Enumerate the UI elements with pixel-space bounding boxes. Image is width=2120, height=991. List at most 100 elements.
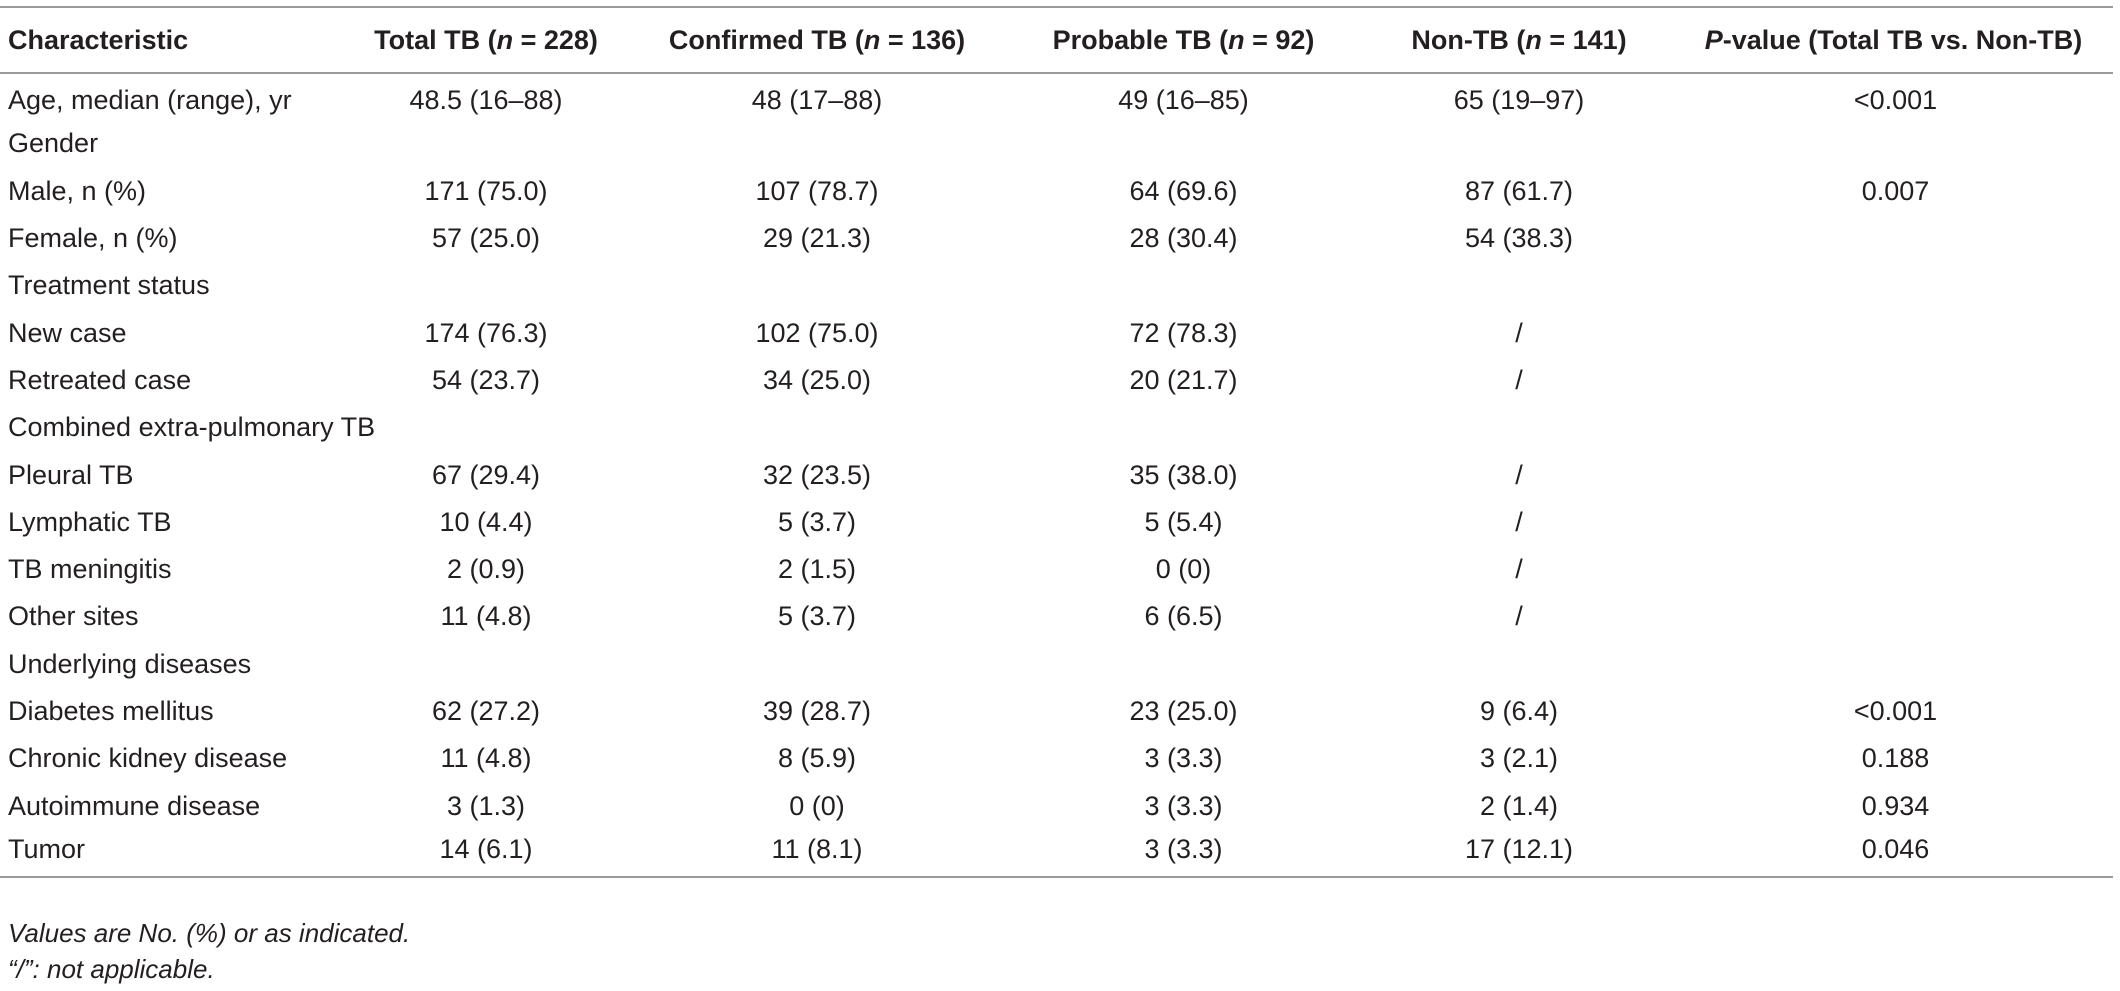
table-cell: 107 (78.7) [755, 175, 879, 206]
table-row: Autoimmune disease 3 (1.3) 0 (0) 3 (3.3) 2 (… [0, 782, 2113, 829]
table-cell [627, 262, 1007, 309]
table-cell: 3 (3.3) [1007, 829, 1360, 879]
table-row: Treatment status [0, 262, 2113, 309]
table-cell [627, 641, 1007, 688]
table-cell: / [1515, 459, 1523, 490]
table-cell: / [1515, 364, 1523, 395]
table-cell [1678, 262, 2113, 309]
row-label: Other sites [8, 601, 139, 632]
table-row: Gender [0, 120, 2113, 167]
table-cell: 9 (6.4) [1479, 696, 1559, 726]
table-row: Female, n (%) 57 (25.0) 29 (21.3) 28 (30.4)… [0, 215, 2113, 262]
table-cell [1360, 641, 1678, 688]
header-text: = 92) [1244, 24, 1315, 55]
header-probable-tb: Probable TB (n = 92) [1007, 6, 1360, 74]
table-cell: 0.188 [1861, 743, 1930, 774]
table-cell [1678, 593, 2113, 640]
header-confirmed-tb: Confirmed TB (n = 136) [627, 6, 1007, 74]
row-label: Retreated case [8, 364, 192, 395]
header-italic-text: n [496, 24, 514, 55]
row-label: Combined extra-pulmonary TB [8, 412, 376, 443]
table-cell: 49 (16–85) [1118, 84, 1249, 115]
table-row: Retreated case 54 (23.7) 34 (25.0) 20 (21.7… [0, 357, 2113, 404]
table-cell: 11 (4.8) [440, 601, 532, 632]
table-cell: 65 (19–97) [1453, 84, 1585, 115]
table-cell [1678, 215, 2113, 262]
table-header: Characteristic Total TB (n = 228) Confirme… [0, 6, 2113, 74]
header-text: Characteristic [8, 24, 189, 55]
table-row: Chronic kidney disease 11 (4.8) 8 (5.9) 3 (… [0, 735, 2113, 782]
table-cell [1678, 546, 2113, 593]
table-cell [1360, 262, 1678, 309]
header-text: Total TB ( [374, 24, 497, 55]
table-row: Tumor 14 (6.1) 11 (8.1) 3 (3.3) 17 (12.1) 0.0… [0, 829, 2113, 879]
header-italic-text: P [1704, 24, 1723, 55]
table-cell [1678, 451, 2113, 498]
table-cell: 87 (61.7) [1464, 175, 1574, 206]
table-cell [1007, 262, 1360, 309]
table-cell: 5 (3.7) [777, 601, 857, 632]
table-cell: 8 (5.9) [777, 743, 857, 774]
table-cell: 72 (78.3) [1129, 317, 1238, 348]
row-label: Lymphatic TB [8, 506, 172, 537]
table-cell: 3 (3.3) [1144, 743, 1223, 774]
table-cell: / [1515, 554, 1523, 585]
table-cell [1360, 120, 1678, 167]
header-italic-text: n [1525, 24, 1542, 55]
header-text: = 136) [880, 24, 966, 55]
table-row: Diabetes mellitus 62 (27.2) 39 (28.7) 23 (2… [0, 688, 2113, 735]
table-cell [1007, 120, 1360, 167]
row-label: Pleural TB [8, 459, 134, 490]
table-cell: 3 (3.3) [1144, 790, 1223, 821]
table-cell: 10 (4.4) [439, 506, 533, 537]
row-label: Male, n (%) [8, 175, 147, 206]
header-text: Probable TB ( [1052, 24, 1229, 55]
row-label: Age, median (range), yr [8, 84, 292, 115]
table-cell: 174 (76.3) [424, 317, 548, 348]
table-cell: 102 (75.0) [755, 317, 879, 348]
row-label: Gender [8, 128, 99, 159]
row-label: Chronic kidney disease [8, 743, 288, 774]
table-cell [1360, 404, 1678, 451]
table-cell [345, 262, 627, 309]
characteristics-table: Characteristic Total TB (n = 228) Confirme… [0, 6, 2113, 879]
header-total-tb: Total TB (n = 228) [345, 6, 627, 74]
row-label: TB meningitis [8, 554, 172, 585]
table-cell [1007, 641, 1360, 688]
table-cell: 29 (21.3) [762, 223, 872, 254]
table-cell: 11 (8.1) [627, 829, 1007, 879]
table-cell: 20 (21.7) [1129, 364, 1238, 395]
header-text: = 141) [1541, 24, 1627, 55]
header-italic-text: n [863, 24, 881, 55]
row-label: Diabetes mellitus [8, 696, 214, 726]
header-text: = 228) [513, 24, 598, 55]
table-cell: / [1515, 317, 1523, 348]
table-cell: 64 (69.6) [1129, 175, 1238, 206]
table-cell: 34 (25.0) [762, 364, 872, 395]
table-cell: 0.046 [1678, 829, 2113, 879]
table-cell [1678, 120, 2113, 167]
header-text: Non-TB ( [1411, 24, 1526, 55]
table-row: Age, median (range), yr 48.5 (16–88) 48 (1… [0, 73, 2113, 120]
table-cell: / [1515, 601, 1523, 632]
table-cell: 2 (0.9) [446, 554, 526, 585]
header-p-value: P-value (Total TB vs. Non-TB) [1678, 6, 2113, 74]
table-row: Combined extra-pulmonary TB [0, 404, 2113, 451]
table-cell: 67 (29.4) [431, 459, 541, 490]
note-not-applicable: “/”: not applicable. [8, 954, 215, 984]
table-row: Male, n (%) 171 (75.0) 107 (78.7) 64 (69.6)… [0, 168, 2113, 215]
table-cell: 23 (25.0) [1129, 696, 1238, 726]
table-row: TB meningitis 2 (0.9) 2 (1.5) 0 (0) / [0, 546, 2113, 593]
table-cell: / [1515, 506, 1523, 537]
table-cell: 62 (27.2) [431, 696, 541, 726]
table-cell: 54 (23.7) [431, 364, 541, 395]
table-cell [627, 404, 1007, 451]
table-cell: 28 (30.4) [1129, 223, 1238, 254]
table-cell [1678, 357, 2113, 404]
table-cell: 39 (28.7) [762, 696, 872, 726]
table-cell: 2 (1.4) [1479, 790, 1559, 821]
table-cell: 17 (12.1) [1360, 829, 1678, 879]
table-cell: 0 (0) [789, 790, 845, 821]
table-cell: 32 (23.5) [762, 459, 872, 490]
table-cell [1007, 404, 1360, 451]
